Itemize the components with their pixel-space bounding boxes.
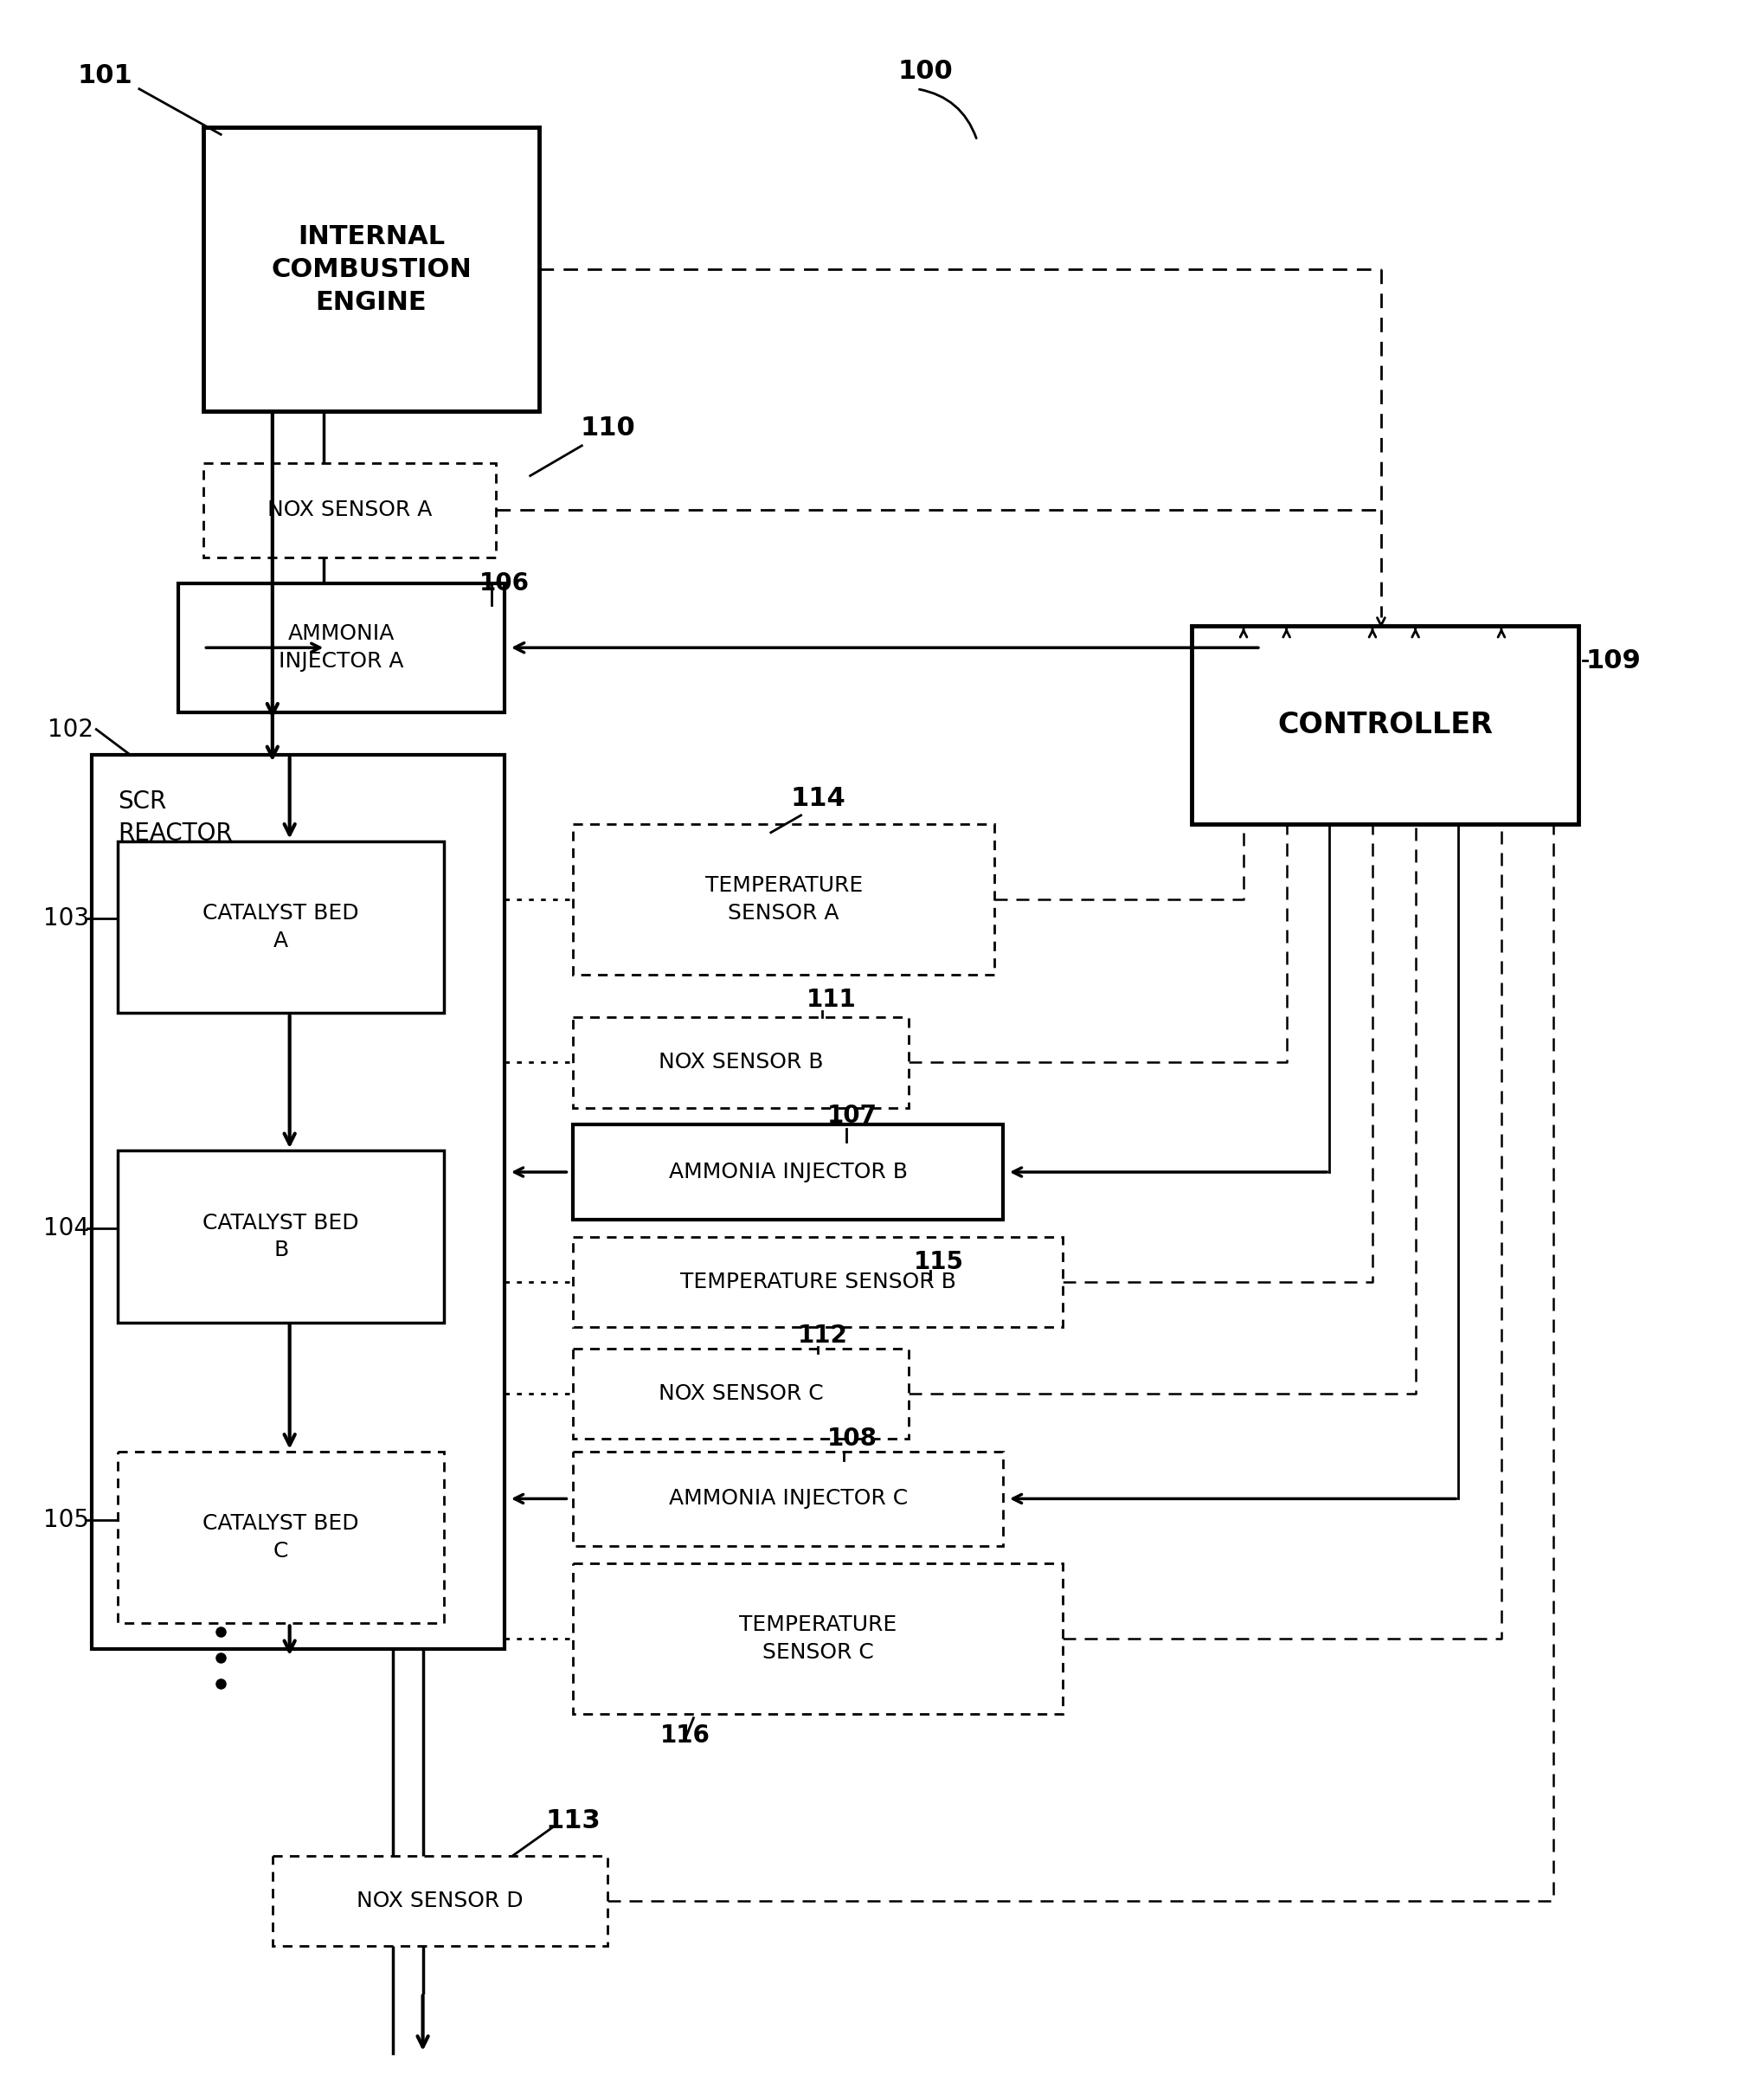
Text: INTERNAL
COMBUSTION
ENGINE: INTERNAL COMBUSTION ENGINE [272, 225, 472, 315]
Text: 107: 107 [827, 1105, 878, 1128]
Text: 112: 112 [798, 1323, 848, 1348]
Text: NOX SENSOR C: NOX SENSOR C [658, 1384, 824, 1403]
Bar [118, 1451, 444, 1623]
Text: CATALYST BED
A: CATALYST BED A [202, 903, 359, 951]
Text: CATALYST BED
B: CATALYST BED B [202, 1212, 359, 1260]
Text: 109: 109 [1585, 649, 1641, 674]
Text: AMMONIA INJECTOR B: AMMONIA INJECTOR B [669, 1161, 908, 1182]
Bar [573, 1237, 1063, 1327]
Text: TEMPERATURE
SENSOR C: TEMPERATURE SENSOR C [739, 1615, 897, 1663]
Text: NOX SENSOR D: NOX SENSOR D [357, 1890, 523, 1911]
Bar [573, 823, 995, 974]
Text: AMMONIA
INJECTOR A: AMMONIA INJECTOR A [279, 624, 404, 672]
Bar [178, 584, 505, 712]
Text: 102: 102 [47, 718, 94, 741]
Bar [92, 756, 505, 1649]
Text: 108: 108 [827, 1426, 878, 1451]
Bar [204, 462, 496, 557]
Text: 111: 111 [807, 987, 855, 1012]
Bar [573, 1016, 908, 1107]
Text: 114: 114 [791, 785, 845, 811]
Bar [573, 1126, 1003, 1220]
Text: 104: 104 [44, 1216, 89, 1241]
Text: AMMONIA INJECTOR C: AMMONIA INJECTOR C [669, 1489, 908, 1510]
Text: TEMPERATURE
SENSOR A: TEMPERATURE SENSOR A [706, 876, 862, 924]
Text: SCR
REACTOR: SCR REACTOR [118, 790, 232, 846]
Text: CATALYST BED
C: CATALYST BED C [202, 1514, 359, 1562]
Text: NOX SENSOR A: NOX SENSOR A [268, 500, 432, 521]
Bar [573, 1562, 1063, 1714]
Text: NOX SENSOR B: NOX SENSOR B [658, 1052, 824, 1073]
Text: CONTROLLER: CONTROLLER [1277, 710, 1493, 739]
Bar [272, 1856, 608, 1947]
Text: 116: 116 [660, 1722, 711, 1747]
Text: TEMPERATURE SENSOR B: TEMPERATURE SENSOR B [679, 1270, 956, 1292]
Text: 115: 115 [913, 1250, 963, 1275]
Text: 106: 106 [479, 571, 530, 594]
Text: 101: 101 [77, 63, 132, 88]
Text: 105: 105 [44, 1508, 89, 1533]
Bar [118, 842, 444, 1012]
Text: 100: 100 [897, 59, 953, 84]
Bar [573, 1451, 1003, 1546]
Bar [204, 128, 538, 412]
Text: 113: 113 [545, 1808, 601, 1833]
Text: 103: 103 [44, 907, 89, 930]
Text: 110: 110 [580, 416, 636, 441]
Bar [573, 1348, 908, 1438]
Bar [118, 1151, 444, 1323]
Bar [1192, 626, 1578, 823]
